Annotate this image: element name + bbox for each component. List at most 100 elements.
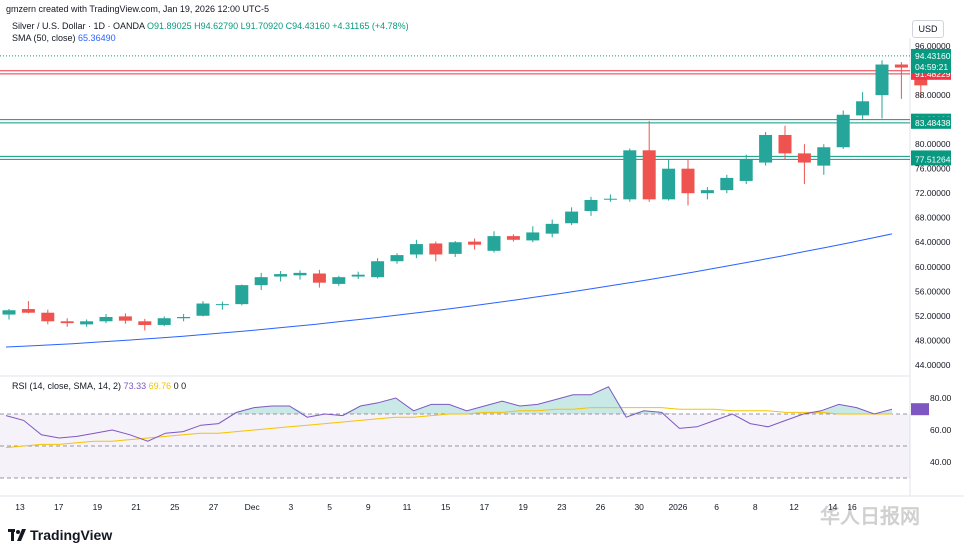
candle-body xyxy=(293,272,307,276)
candle xyxy=(138,318,152,331)
rsi-sma-line xyxy=(5,407,892,449)
candle xyxy=(642,120,656,202)
sma-value: 65.36490 xyxy=(78,33,116,43)
candle-body xyxy=(526,232,540,241)
time-tick-label: 16 xyxy=(847,502,857,512)
rsi-sma-value: 69.76 xyxy=(148,381,172,391)
candle xyxy=(759,131,773,166)
candle-body xyxy=(468,241,482,245)
time-tick-label: 13 xyxy=(15,502,25,512)
candle-body xyxy=(894,64,908,68)
candle-body xyxy=(60,321,74,324)
candle-body xyxy=(797,153,811,163)
rsi-label: RSI (14, close, SMA, 14, 2) xyxy=(12,381,122,391)
rsi-tick-label: 80.00 xyxy=(930,393,952,403)
candle xyxy=(196,301,210,317)
candle-body xyxy=(565,211,579,224)
candle-body xyxy=(274,274,288,277)
candle xyxy=(177,313,191,322)
time-tick-label: 15 xyxy=(441,502,451,512)
candle xyxy=(894,62,908,99)
candle xyxy=(157,316,171,327)
candle-body xyxy=(118,316,132,321)
sma-legend: SMA (50, close) 65.36490 xyxy=(12,33,116,43)
time-tick-label: 26 xyxy=(596,502,606,512)
candle xyxy=(778,125,792,160)
time-tick-label: 30 xyxy=(634,502,644,512)
rsi-tick-label: 60.00 xyxy=(930,425,952,435)
candle-body xyxy=(409,244,423,255)
tradingview-logo-icon xyxy=(8,529,26,541)
candle-body xyxy=(836,114,850,148)
time-tick-label: 8 xyxy=(753,502,758,512)
candle-body xyxy=(215,304,229,306)
candle-body xyxy=(487,236,501,251)
candle-body xyxy=(856,101,870,116)
sma-line xyxy=(5,233,893,348)
time-tick-label: 11 xyxy=(403,502,412,512)
candle-body xyxy=(739,159,753,181)
candle xyxy=(99,313,113,324)
price-tick-label: 44.00000 xyxy=(915,360,951,370)
price-tick-label: 96.00000 xyxy=(915,41,951,51)
time-tick-label: 2026 xyxy=(668,502,687,512)
candle-body xyxy=(759,134,773,163)
time-tick-label: 14 xyxy=(828,502,838,512)
candle xyxy=(254,272,268,291)
candle-body xyxy=(138,321,152,325)
currency-button[interactable]: USD xyxy=(912,20,944,38)
candle-body xyxy=(545,223,559,234)
candle xyxy=(565,207,579,226)
candle xyxy=(118,313,132,324)
ohlc-values: O91.89025 H94.62790 L91.70920 C94.43160 … xyxy=(147,21,409,31)
rsi-overbought-fill xyxy=(6,386,892,414)
countdown-label: 04:59:21 xyxy=(915,62,948,72)
candle-body xyxy=(21,309,35,313)
time-tick-label: 23 xyxy=(557,502,567,512)
rsi-tail: 0 0 xyxy=(173,381,187,391)
rsi-line xyxy=(5,386,893,442)
candle-body xyxy=(623,150,637,200)
candle xyxy=(545,219,559,238)
candle-body xyxy=(312,273,326,283)
candle-body xyxy=(642,150,656,200)
level-price-label: 83.48438 xyxy=(915,118,951,128)
price-tick-label: 56.00000 xyxy=(915,286,951,296)
candle xyxy=(526,226,540,243)
candle-body xyxy=(448,242,462,254)
sma-label: SMA (50, close) xyxy=(12,33,76,43)
time-tick-label: 6 xyxy=(714,502,719,512)
price-tick-label: 68.00000 xyxy=(915,213,951,223)
candle-body xyxy=(662,168,676,200)
tradingview-brand[interactable]: TradingView xyxy=(8,527,112,543)
time-tick-label: 12 xyxy=(789,502,799,512)
brand-name: TradingView xyxy=(30,527,113,543)
time-tick-label: Dec xyxy=(245,502,261,512)
candle-body xyxy=(254,277,268,286)
candle-body xyxy=(196,303,210,316)
time-tick-label: 5 xyxy=(327,502,332,512)
time-tick-label: 19 xyxy=(93,502,103,512)
chart-credit: gmzern created with TradingView.com, Jan… xyxy=(6,4,269,14)
candle-body xyxy=(99,317,113,322)
candle xyxy=(875,60,889,119)
candle-body xyxy=(2,310,16,315)
time-tick-label: 25 xyxy=(170,502,180,512)
rsi-value-tag xyxy=(911,403,929,416)
candle-body xyxy=(700,190,714,194)
price-tick-label: 88.00000 xyxy=(915,90,951,100)
watermark: 华人日报网 xyxy=(820,506,920,528)
candle xyxy=(856,92,870,120)
time-tick-label: 17 xyxy=(480,502,490,512)
price-tick-label: 72.00000 xyxy=(915,188,951,198)
candle xyxy=(390,253,404,264)
candle xyxy=(584,196,598,216)
candle xyxy=(468,238,482,250)
candle-body xyxy=(429,243,443,255)
time-tick-label: 21 xyxy=(131,502,141,512)
candle-body xyxy=(235,285,249,305)
candle xyxy=(603,194,617,202)
candle-body xyxy=(506,236,520,240)
candle xyxy=(817,144,831,175)
